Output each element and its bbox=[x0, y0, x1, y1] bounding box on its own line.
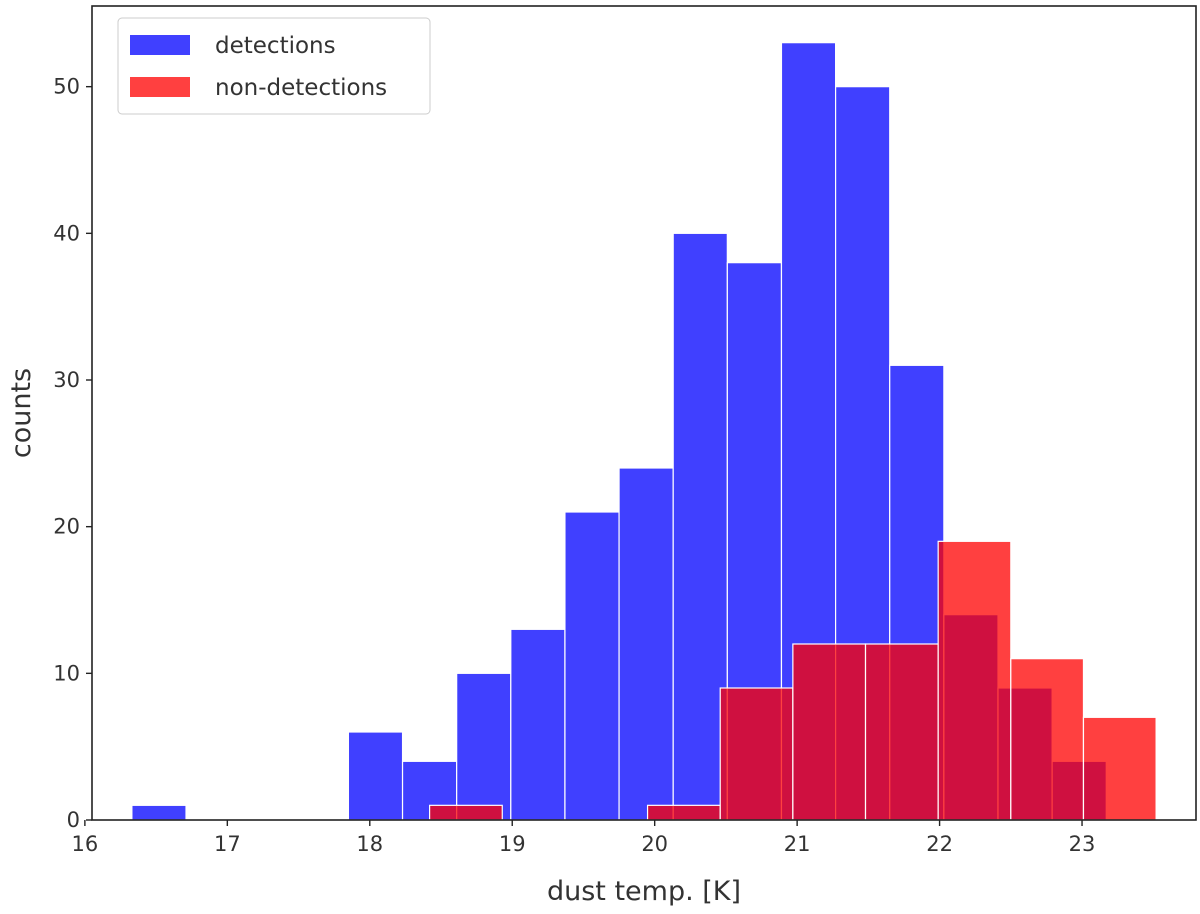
x-axis-label: dust temp. [K] bbox=[547, 876, 741, 907]
x-tick-label: 18 bbox=[356, 832, 383, 856]
legend: detections non-detections bbox=[117, 17, 431, 115]
legend-swatch-detections bbox=[130, 35, 190, 55]
ticks-layer: 16 17 18 19 20 21 22 23 0 10 20 30 40 50 bbox=[53, 75, 1095, 856]
bar-non-detections-5 bbox=[792, 643, 867, 821]
bar-detections-10 bbox=[672, 232, 728, 821]
legend-label-detections: detections bbox=[215, 33, 336, 59]
bar-detections-6 bbox=[456, 672, 512, 821]
legend-label-non-detections: non-detections bbox=[215, 75, 387, 101]
bar-detections-0 bbox=[131, 804, 187, 821]
x-tick-label: 19 bbox=[499, 832, 526, 856]
bar-detections-4 bbox=[347, 731, 404, 821]
y-axis-label: counts bbox=[6, 368, 37, 458]
x-tick-label: 22 bbox=[926, 832, 953, 856]
bar-non-detections-7 bbox=[937, 540, 1012, 821]
bar-detections-8 bbox=[564, 511, 620, 821]
y-tick-label: 20 bbox=[53, 515, 80, 539]
x-tick-label: 23 bbox=[1069, 832, 1096, 856]
y-tick-label: 50 bbox=[53, 75, 80, 99]
bar-non-detections-8 bbox=[1010, 658, 1085, 821]
bar-non-detections-4 bbox=[719, 687, 794, 821]
bar-non-detections-3 bbox=[646, 804, 721, 821]
y-tick-label: 40 bbox=[53, 221, 80, 245]
y-tick-label: 30 bbox=[53, 368, 80, 392]
y-tick-label: 0 bbox=[67, 808, 80, 832]
legend-box bbox=[117, 17, 431, 115]
legend-swatch-non-detections bbox=[130, 77, 190, 97]
y-tick-label: 10 bbox=[53, 661, 80, 685]
bar-non-detections-9 bbox=[1082, 716, 1157, 821]
x-tick-label: 20 bbox=[641, 832, 668, 856]
plot-frame bbox=[91, 5, 1197, 821]
x-tick-label: 17 bbox=[214, 832, 241, 856]
bar-non-detections-0 bbox=[429, 804, 503, 821]
bar-detections-7 bbox=[510, 628, 566, 821]
x-tick-label: 16 bbox=[72, 832, 99, 856]
bar-non-detections-6 bbox=[864, 643, 939, 821]
bars-layer bbox=[131, 42, 1157, 821]
x-tick-label: 21 bbox=[784, 832, 811, 856]
bar-detections-9 bbox=[618, 467, 674, 821]
